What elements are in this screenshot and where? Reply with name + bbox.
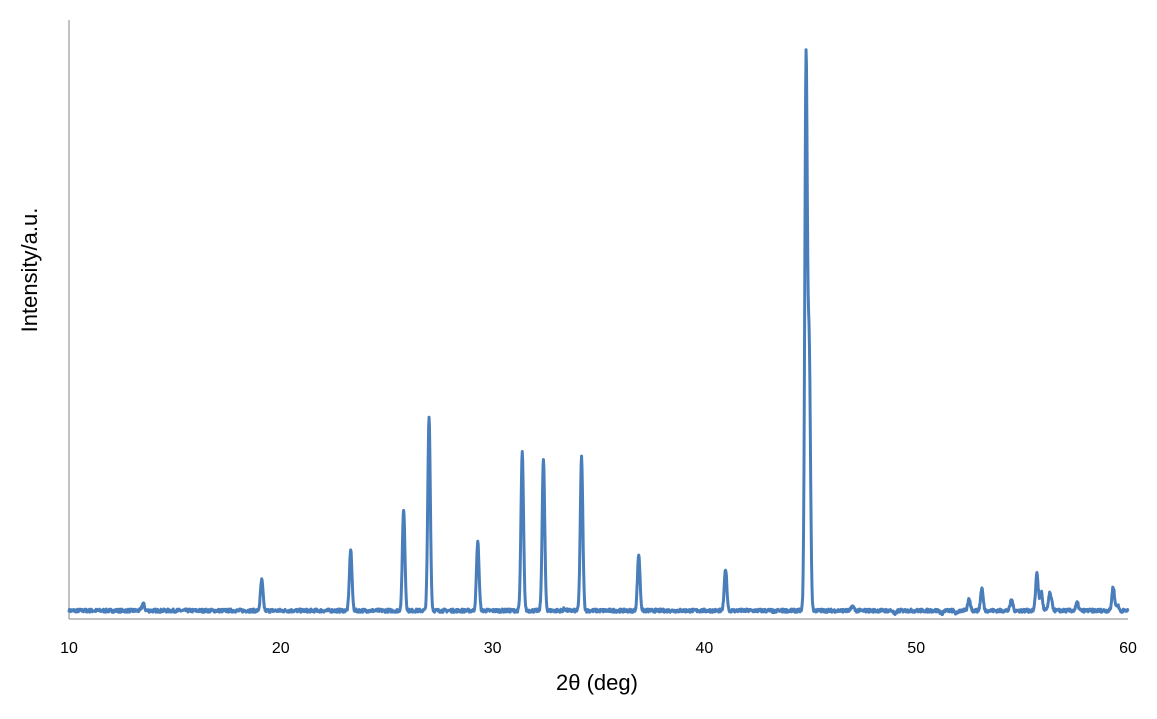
x-tick-label: 40	[696, 640, 714, 657]
x-tick-labels: 10 20 30 40 50 60	[60, 640, 1137, 657]
x-axis-title: 2θ (deg)	[556, 670, 638, 695]
x-tick-label: 30	[484, 640, 502, 657]
x-tick-label: 50	[907, 640, 925, 657]
plot-area	[67, 20, 1130, 620]
x-tick-label: 10	[60, 640, 78, 657]
x-tick-label: 20	[272, 640, 290, 657]
x-tick-label: 60	[1119, 640, 1137, 657]
y-axis-title: Intensity/a.u.	[17, 208, 42, 333]
series-line	[67, 48, 1130, 617]
